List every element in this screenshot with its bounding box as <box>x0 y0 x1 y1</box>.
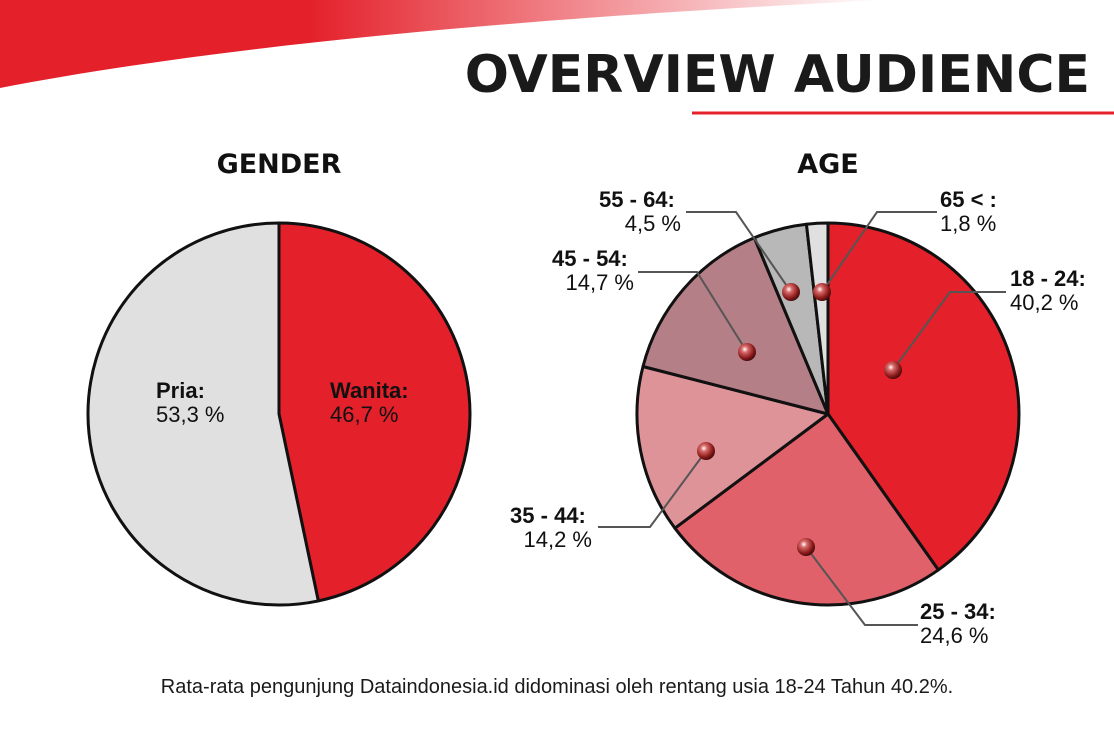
gender-chart: GENDER Wanita: 46,7 % Pria: 53,3 % <box>86 149 472 607</box>
age-chart-title: AGE <box>797 149 859 180</box>
leader-18-24 <box>892 291 1006 371</box>
bead-18-24 <box>884 361 902 379</box>
summary-caption: Rata-rata pengunjung Dataindonesia.id di… <box>160 676 954 698</box>
gender-chart-title: GENDER <box>217 149 342 180</box>
slice-label-18-24: 18 - 24: 40,2 % <box>1010 266 1092 315</box>
leader-65 <box>821 211 937 293</box>
slice-label-55-64: 55 - 64: 4,5 % <box>599 187 681 236</box>
slice-label-45-54: 45 - 54: 14,7 % <box>552 246 634 295</box>
age-slice-0 <box>826 221 1021 572</box>
age-slice-2 <box>635 365 830 530</box>
bead-35-44 <box>697 442 715 460</box>
bead-25-34 <box>797 538 815 556</box>
leader-55-64 <box>686 211 792 293</box>
slice-label-25-34: 25 - 34: 24,6 % <box>920 599 1002 648</box>
leader-25-34 <box>805 546 918 626</box>
slice-label-wanita: Wanita: 46,7 % <box>330 378 415 427</box>
age-chart: AGE 18 - 24: 40,2 % 25 - 34: 24,6 % 35 - <box>510 149 1092 648</box>
age-slice-5 <box>804 221 830 416</box>
bead-45-54 <box>738 343 756 361</box>
leader-45-54 <box>638 271 748 353</box>
age-slice-3 <box>641 236 830 416</box>
page-title: OVERVIEW AUDIENCE <box>465 45 1090 105</box>
slice-label-pria: Pria: 53,3 % <box>156 378 225 427</box>
gender-slice-1 <box>86 221 320 607</box>
bead-55-64 <box>782 283 800 301</box>
header-swoosh <box>0 0 880 88</box>
slice-label-65: 65 < : 1,8 % <box>940 187 1003 236</box>
slice-label-35-44: 35 - 44: 14,2 % <box>510 503 592 552</box>
gender-slice-0 <box>277 221 472 603</box>
age-slice-1 <box>673 412 940 607</box>
leader-35-44 <box>598 450 707 528</box>
bead-65 <box>813 283 831 301</box>
